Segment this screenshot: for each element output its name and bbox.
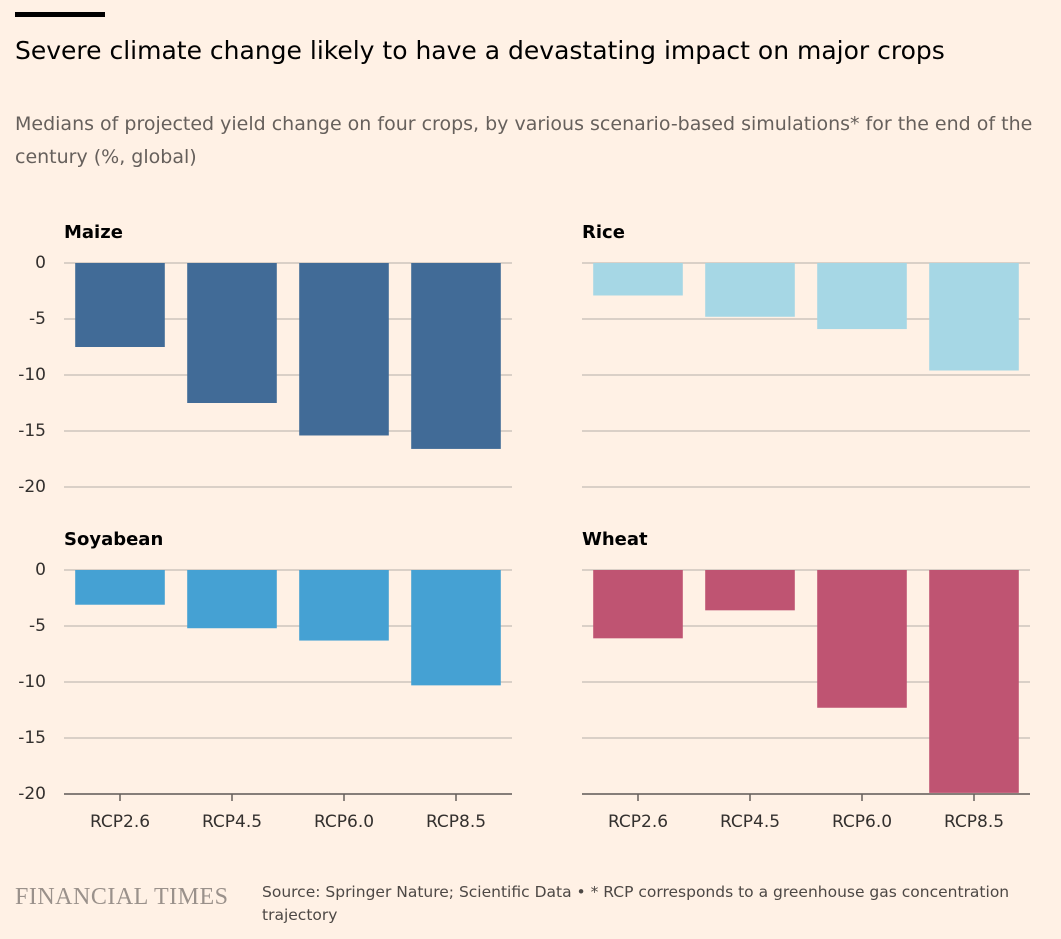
bar bbox=[187, 570, 277, 629]
panel-title: Soyabean bbox=[64, 529, 163, 550]
bar bbox=[187, 263, 277, 403]
y-tick-label: -20 bbox=[18, 784, 46, 804]
bar bbox=[929, 570, 1019, 793]
bar bbox=[705, 263, 795, 317]
y-tick-label: -10 bbox=[18, 672, 46, 692]
y-tick-label: -15 bbox=[18, 421, 46, 441]
panel-title: Maize bbox=[64, 222, 123, 243]
y-tick-label: -10 bbox=[18, 365, 46, 385]
bar bbox=[411, 570, 501, 686]
y-tick-label: -5 bbox=[29, 309, 46, 329]
source: Source: Springer Nature; Scientific Data… bbox=[262, 883, 1010, 924]
x-tick-label: RCP8.5 bbox=[944, 812, 1004, 832]
bar bbox=[817, 570, 907, 708]
x-tick-label: RCP2.6 bbox=[90, 812, 150, 832]
bar bbox=[411, 263, 501, 449]
bar bbox=[299, 570, 389, 641]
bar bbox=[817, 263, 907, 330]
x-tick-label: RCP2.6 bbox=[608, 812, 668, 832]
bar bbox=[593, 263, 683, 296]
bar bbox=[75, 570, 165, 605]
bar bbox=[75, 263, 165, 347]
x-tick-label: RCP6.0 bbox=[832, 812, 892, 832]
subtitle: Medians of projected yield change on fou… bbox=[15, 113, 1033, 168]
panel-title: Wheat bbox=[582, 529, 648, 550]
y-tick-label: -5 bbox=[29, 616, 46, 636]
y-tick-label: 0 bbox=[35, 560, 46, 580]
x-tick-label: RCP4.5 bbox=[720, 812, 780, 832]
title: Severe climate change likely to have a d… bbox=[15, 36, 945, 65]
bar bbox=[705, 570, 795, 611]
bar bbox=[299, 263, 389, 436]
y-tick-label: 0 bbox=[35, 253, 46, 273]
panel-title: Rice bbox=[582, 222, 625, 243]
y-tick-label: -20 bbox=[18, 477, 46, 497]
x-tick-label: RCP4.5 bbox=[202, 812, 262, 832]
x-tick-label: RCP8.5 bbox=[426, 812, 486, 832]
brand-bar bbox=[15, 12, 105, 17]
bar bbox=[593, 570, 683, 639]
x-tick-label: RCP6.0 bbox=[314, 812, 374, 832]
y-tick-label: -15 bbox=[18, 728, 46, 748]
bar bbox=[929, 263, 1019, 371]
brand: FINANCIAL TIMES bbox=[15, 884, 229, 910]
